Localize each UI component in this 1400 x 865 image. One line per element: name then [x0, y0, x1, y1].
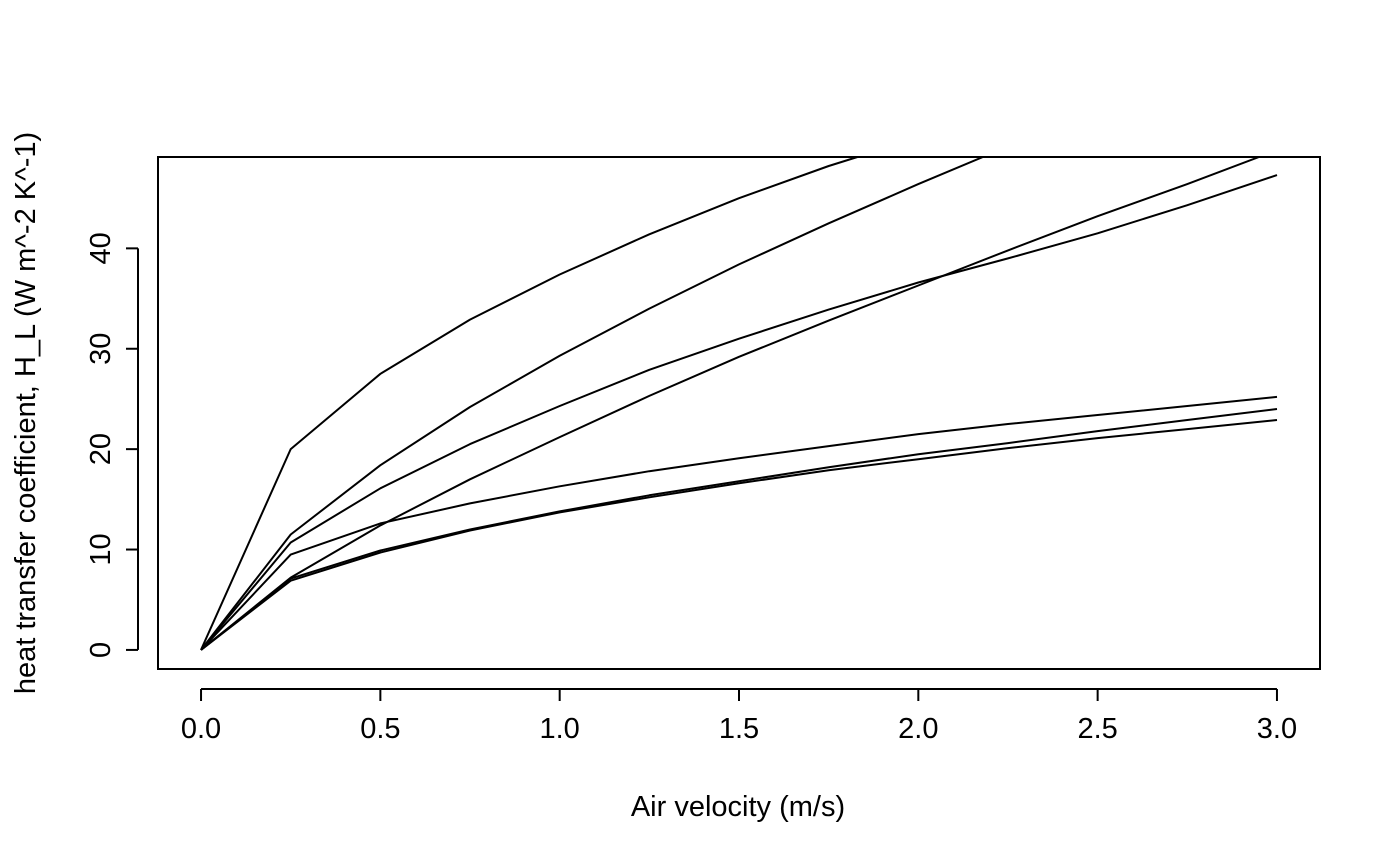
- x-tick-label: 1.0: [540, 713, 580, 745]
- y-tick-label: 0: [85, 642, 117, 658]
- x-tick-label: 3.0: [1257, 713, 1297, 745]
- x-axis: 0.0 0.5 1.0 1.5 2.0 2.5 3.0: [181, 688, 1297, 745]
- y-tick-label: 10: [85, 533, 117, 565]
- y-tick-label: 40: [85, 232, 117, 264]
- series-line-7: [200, 419, 1278, 651]
- x-tick-label: 0.0: [181, 713, 221, 745]
- x-axis-label: Air velocity (m/s): [631, 791, 845, 823]
- x-tick-label: 2.0: [898, 713, 938, 745]
- y-tick-label: 20: [85, 433, 117, 465]
- y-axis: 0 10 20 30 40: [85, 232, 139, 658]
- series-line-4: [200, 157, 1260, 651]
- x-tick-label: 2.5: [1077, 713, 1117, 745]
- series-group: [200, 157, 1278, 651]
- y-tick-label: 30: [85, 333, 117, 365]
- series-line-1: [200, 157, 858, 651]
- series-line-6: [200, 408, 1278, 651]
- x-tick-label: 1.5: [719, 713, 759, 745]
- series-line-2: [200, 157, 984, 651]
- series-line-5: [200, 395, 1278, 651]
- plot-frame: [157, 156, 1321, 670]
- x-tick-label: 0.5: [360, 713, 400, 745]
- series-line-3: [200, 174, 1278, 651]
- y-axis-label: heat transfer coefficient, H_L (W m^-2 K…: [10, 132, 42, 694]
